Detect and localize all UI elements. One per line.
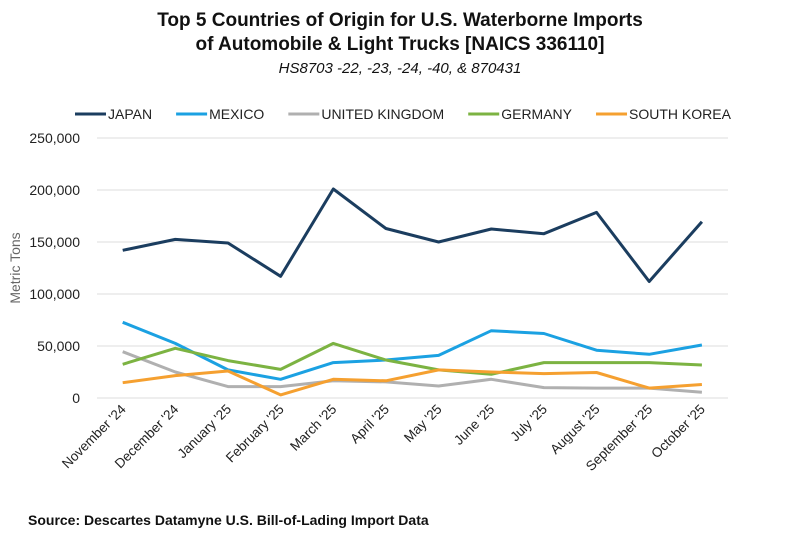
y-tick-label: 50,000 — [37, 338, 80, 354]
legend-label-united-kingdom: UNITED KINGDOM — [321, 106, 444, 122]
chart-title-line-1: Top 5 Countries of Origin for U.S. Water… — [157, 10, 643, 31]
y-tick-label: 250,000 — [29, 130, 80, 146]
legend-label-japan: JAPAN — [108, 106, 152, 122]
y-tick-label: 100,000 — [29, 286, 80, 302]
series-line-south-korea — [122, 368, 703, 397]
x-tick-label: July '25 — [507, 402, 550, 445]
source-note: Source: Descartes Datamyne U.S. Bill-of-… — [28, 512, 429, 528]
series-line-united-kingdom — [122, 350, 703, 394]
x-tick-label: May '25 — [401, 402, 445, 446]
legend-label-south-korea: SOUTH KOREA — [629, 106, 732, 122]
y-axis-label: Metric Tons — [7, 232, 23, 303]
x-tick-label: March '25 — [287, 402, 339, 454]
x-tick-label: August '25 — [547, 402, 602, 457]
y-tick-label: 0 — [72, 390, 80, 406]
y-tick-label: 150,000 — [29, 234, 80, 250]
x-tick-label: October '25 — [648, 402, 708, 462]
x-tick-label: June '25 — [451, 402, 497, 448]
chart-title-line-2: of Automobile & Light Trucks [NAICS 3361… — [195, 34, 605, 55]
legend-label-germany: GERMANY — [501, 106, 572, 122]
series-line-germany — [122, 341, 702, 376]
x-tick-label: April '25 — [347, 402, 392, 447]
chart-subtitle: HS8703 -22, -23, -24, -40, & 870431 — [278, 60, 522, 77]
legend-label-mexico: MEXICO — [209, 106, 264, 122]
y-tick-label: 200,000 — [29, 182, 80, 198]
series-line-japan — [122, 187, 704, 283]
series-line-mexico — [122, 320, 703, 381]
